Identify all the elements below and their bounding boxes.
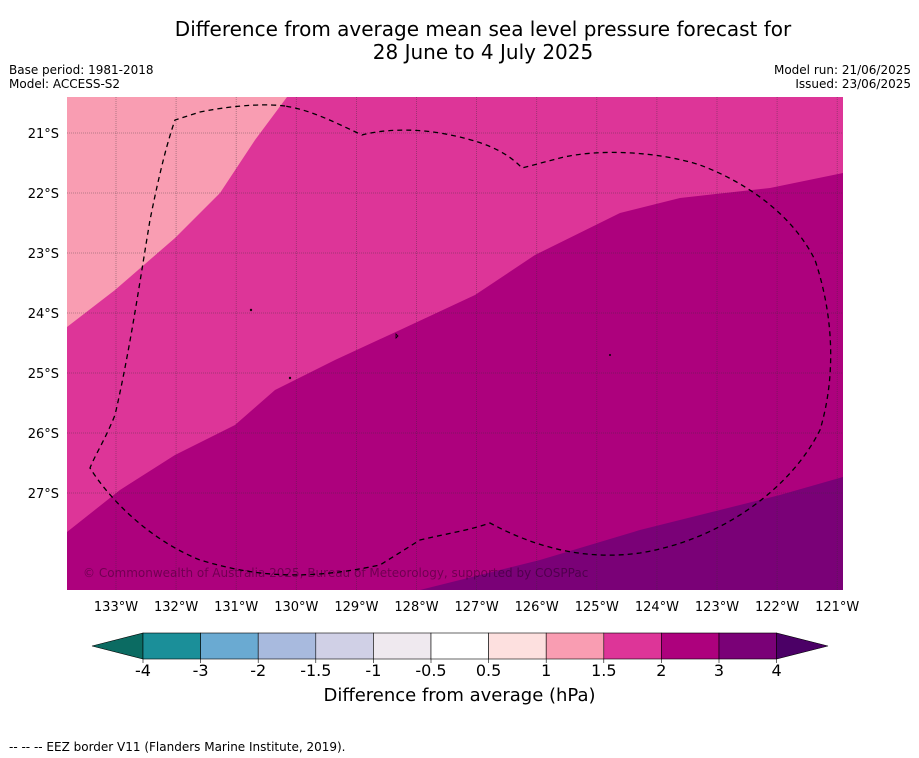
colorbar-tick-label: -2: [250, 661, 266, 680]
band-3-to-4: [420, 477, 843, 590]
model-name: Model: ACCESS-S2: [9, 77, 121, 91]
lat-label: 24°S: [28, 307, 59, 322]
lat-label: 26°S: [28, 427, 59, 442]
band-1-to-1.5: [67, 97, 287, 327]
lon-label: 126°W: [515, 600, 559, 615]
title-line-2: 28 June to 4 July 2025: [372, 40, 594, 64]
colorbar-under-arrow: [91, 632, 144, 660]
meta-right: Model run: 21/06/2025 Issued: 23/06/2025: [774, 63, 911, 91]
colorbar-tick-label: -4: [135, 661, 151, 680]
colorbar-segment: [488, 632, 547, 660]
map-area: [67, 97, 843, 590]
colorbar-tick-label: 4: [772, 661, 782, 680]
lat-label: 23°S: [28, 247, 59, 262]
colorbar-tick-labels: -4 -3 -2 -1.5 -1 -0.5 0.5 1 1.5 2 3 4: [135, 661, 782, 680]
chart-title: Difference from average mean sea level p…: [0, 18, 919, 64]
colorbar-segment: [603, 632, 662, 660]
lon-label: 129°W: [334, 600, 378, 615]
lon-label: 121°W: [815, 600, 859, 615]
colorbar-segment: [257, 632, 317, 660]
colorbar-segment: [142, 632, 201, 660]
lat-label: 22°S: [28, 187, 59, 202]
colorbar-segment: [661, 632, 720, 660]
colorbar-tick-label: 1.5: [591, 661, 616, 680]
graticule: [67, 97, 843, 590]
colorbar-tick-label: -3: [193, 661, 209, 680]
colorbar-tick-label: -0.5: [415, 661, 446, 680]
lon-label: 133°W: [94, 600, 138, 615]
colorbar-segment: [373, 632, 432, 660]
colorbar-segment: [200, 632, 259, 660]
colorbar-tick-label: -1: [365, 661, 381, 680]
colorbar-segment: [545, 632, 605, 660]
colorbar: [91, 632, 829, 663]
model-run: Model run: 21/06/2025: [773, 63, 911, 77]
lon-label: 127°W: [455, 600, 499, 615]
colorbar-segment: [430, 632, 489, 660]
lon-label: 131°W: [214, 600, 258, 615]
band-2-to-3: [67, 173, 843, 590]
colorbar-tick-label: 2: [656, 661, 666, 680]
base-period: Base period: 1981-2018: [9, 63, 154, 77]
issued-date: Issued: 23/06/2025: [795, 77, 911, 91]
latitude-labels: 21°S 22°S 23°S 24°S 25°S 26°S 27°S: [28, 127, 59, 502]
lon-label: 122°W: [755, 600, 799, 615]
colorbar-segment: [718, 632, 777, 660]
lon-label: 125°W: [575, 600, 619, 615]
colorbar-tick-label: 3: [714, 661, 724, 680]
copyright-text: © Commonwealth of Australia 2025, Bureau…: [83, 566, 588, 580]
eez-legend: -- -- -- EEZ border V11 (Flanders Marine…: [9, 740, 346, 754]
lat-label: 27°S: [28, 487, 59, 502]
longitude-labels: 133°W 132°W 131°W 130°W 129°W 128°W 127°W 126°W…: [94, 600, 860, 615]
colorbar-segment: [315, 632, 374, 660]
title-line-1: Difference from average mean sea level p…: [174, 17, 792, 41]
lon-label: 124°W: [635, 600, 679, 615]
meta-left: Base period: 1981-2018 Model: ACCESS-S2: [9, 63, 154, 91]
colorbar-over-arrow: [776, 632, 829, 660]
lat-label: 25°S: [28, 367, 59, 382]
colorbar-title: Difference from average (hPa): [323, 685, 596, 706]
colorbar-tick-label: -1.5: [300, 661, 331, 680]
small-islands: [249, 308, 612, 380]
lon-label: 130°W: [274, 600, 318, 615]
lat-label: 21°S: [28, 127, 59, 142]
eez-border: [89, 104, 832, 576]
colorbar-tick-label: 1: [541, 661, 551, 680]
lon-label: 123°W: [695, 600, 739, 615]
lon-label: 132°W: [154, 600, 198, 615]
lon-label: 128°W: [394, 600, 438, 615]
colorbar-tick-label: 0.5: [476, 661, 501, 680]
